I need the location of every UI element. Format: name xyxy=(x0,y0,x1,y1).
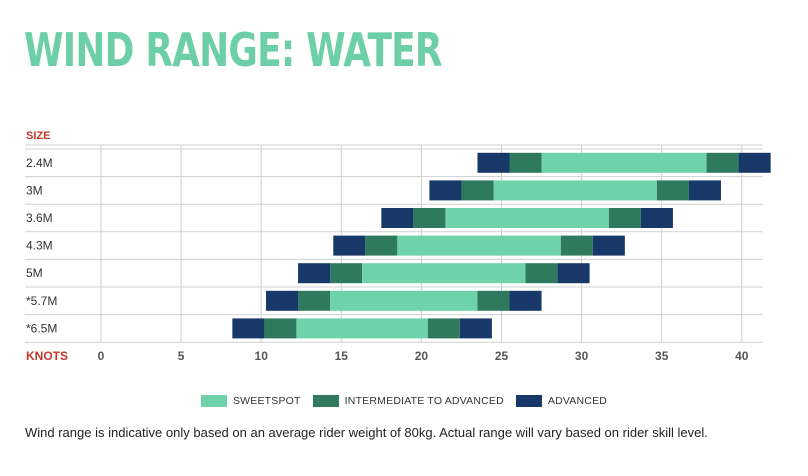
bar-segment-advanced xyxy=(688,180,721,201)
size-label: 5M xyxy=(26,266,43,280)
bar-segment-advanced xyxy=(509,290,542,311)
bar-segment-sweetspot xyxy=(493,180,657,201)
legend-swatch-intermediate xyxy=(312,395,339,407)
size-label: 2.4M xyxy=(26,156,53,170)
bar-segment-sweetspot xyxy=(362,263,526,284)
x-tick-label: 15 xyxy=(335,349,349,363)
labels: SIZE 2.4M 3M 3.6M 4.3M 5M *5.7M *6.5M KNOTS 0 5 10 1… xyxy=(26,130,749,363)
bar-segment-intermediate xyxy=(706,152,739,173)
bar-segment-sweetspot xyxy=(296,318,428,339)
bar-segment-advanced xyxy=(333,235,366,256)
size-label: 3.6M xyxy=(26,211,53,225)
bar-segment-advanced xyxy=(266,290,299,311)
bar-segment-sweetspot xyxy=(445,208,609,228)
bars xyxy=(232,152,771,339)
bar-segment-intermediate xyxy=(298,290,331,311)
footnote: Wind range is indicative only based on a… xyxy=(25,425,708,440)
bar-segment-intermediate xyxy=(461,180,494,201)
bar-segment-advanced xyxy=(429,180,462,201)
chart-title: WIND RANGE: WATER xyxy=(24,23,443,77)
bar-segment-sweetspot xyxy=(541,152,707,173)
x-tick-label: 40 xyxy=(735,349,749,363)
legend-item-advanced: ADVANCED xyxy=(515,395,608,407)
bar-segment-sweetspot xyxy=(397,235,561,256)
x-axis-title: KNOTS xyxy=(26,349,68,363)
x-tick-label: 5 xyxy=(178,349,185,363)
bar-segment-advanced xyxy=(738,152,771,173)
bar-segment-advanced xyxy=(640,208,673,228)
legend-label-sweetspot: SWEETSPOT xyxy=(232,395,301,407)
x-tick-label: 0 xyxy=(98,349,105,363)
bar-segment-advanced xyxy=(381,208,414,228)
legend-item-intermediate: INTERMEDIATE TO ADVANCED xyxy=(312,395,504,407)
legend-swatch-sweetspot xyxy=(200,395,227,407)
size-label: 3M xyxy=(26,183,43,197)
bar-segment-intermediate xyxy=(608,208,641,228)
bar-segment-intermediate xyxy=(560,235,593,256)
bar-segment-intermediate xyxy=(264,318,297,339)
bar-segment-advanced xyxy=(232,318,265,339)
wind-range-chart: SIZE 2.4M 3M 3.6M 4.3M 5M *5.7M *6.5M KNOTS 0 5 10 1… xyxy=(25,130,771,363)
x-tick-label: 35 xyxy=(655,349,669,363)
legend-label-intermediate: INTERMEDIATE TO ADVANCED xyxy=(344,395,504,407)
size-label: 4.3M xyxy=(26,239,53,253)
bar-segment-intermediate xyxy=(525,263,558,284)
x-tick-label: 25 xyxy=(495,349,509,363)
bar-segment-intermediate xyxy=(509,152,542,173)
legend-swatch-advanced xyxy=(515,395,542,407)
x-tick-label: 20 xyxy=(415,349,429,363)
bar-segment-advanced xyxy=(592,235,625,256)
x-tick-label: 10 xyxy=(255,349,269,363)
size-label: *5.7M xyxy=(26,294,57,308)
bar-segment-intermediate xyxy=(365,235,398,256)
x-tick-label: 30 xyxy=(575,349,589,363)
bar-segment-intermediate xyxy=(330,263,363,284)
bar-segment-intermediate xyxy=(413,208,446,228)
bar-segment-intermediate xyxy=(427,318,460,339)
size-label: *6.5M xyxy=(26,321,57,335)
bar-segment-advanced xyxy=(298,263,331,284)
bar-segment-advanced xyxy=(477,152,510,173)
legend: SWEETSPOT INTERMEDIATE TO ADVANCED ADVAN… xyxy=(0,392,808,410)
bar-segment-intermediate xyxy=(656,180,689,201)
legend-item-sweetspot: SWEETSPOT xyxy=(200,395,301,407)
y-axis-title: SIZE xyxy=(26,130,50,142)
bar-segment-sweetspot xyxy=(330,290,478,311)
legend-label-advanced: ADVANCED xyxy=(547,395,608,407)
bar-segment-advanced xyxy=(557,263,590,284)
bar-segment-intermediate xyxy=(477,290,510,311)
bar-segment-advanced xyxy=(459,318,492,339)
